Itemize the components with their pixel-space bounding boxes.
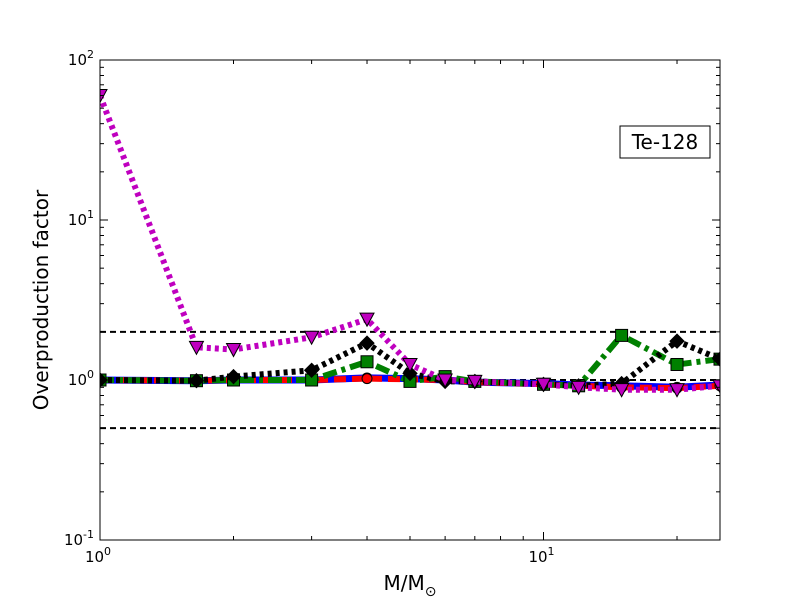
data-point <box>402 365 418 382</box>
y-tick-label-base: 10 <box>68 211 87 229</box>
y-tick-label-exponent: 2 <box>87 48 94 61</box>
x-axis-label-sub: ⊙ <box>425 584 437 600</box>
data-point <box>535 377 552 393</box>
y-tick-label-exponent: 1 <box>87 208 94 221</box>
data-point <box>225 343 242 358</box>
data-point <box>437 373 453 389</box>
annotation-text: Te-128 <box>631 130 699 154</box>
data-point <box>466 374 483 390</box>
data-point <box>570 380 587 396</box>
y-tick-label-base: 10 <box>68 371 87 389</box>
data-point <box>712 351 720 367</box>
data-point <box>669 383 685 398</box>
data-point <box>361 373 373 385</box>
x-axis-label-main: M/M <box>384 571 425 595</box>
data-point <box>613 383 630 398</box>
axis-ticks <box>99 59 720 541</box>
data-point <box>359 335 375 351</box>
y-axis-label: Overproduction factor <box>29 189 53 410</box>
data-point <box>669 333 685 349</box>
data-point <box>402 357 418 373</box>
y-tick-label: 102 <box>68 48 94 69</box>
data-point <box>615 328 629 342</box>
data-point <box>359 312 375 328</box>
data-point <box>712 379 720 394</box>
y-tick-label-exponent: -1 <box>83 528 94 541</box>
data-point <box>225 368 242 385</box>
data-point <box>303 362 320 378</box>
data-point <box>360 355 374 369</box>
x-tick-label-exponent: 1 <box>548 545 555 558</box>
data-point <box>670 357 684 371</box>
x-axis-label: M/M⊙ <box>384 571 437 600</box>
y-tick-label: 101 <box>68 208 94 229</box>
y-tick-label: 100 <box>68 368 94 389</box>
annotation-box: Te-128 <box>619 125 711 159</box>
x-tick-label-base: 10 <box>528 548 547 566</box>
data-point <box>188 372 205 389</box>
x-tick-label-base: 10 <box>85 548 104 566</box>
y-tick-label-base: 10 <box>64 531 83 549</box>
x-tick-label: 100 <box>85 545 111 566</box>
x-tick-label-exponent: 0 <box>104 545 111 558</box>
y-tick-label-exponent: 0 <box>87 368 94 381</box>
data-point <box>188 340 205 356</box>
y-tick-label: 10-1 <box>64 528 94 549</box>
y-tick-label-base: 10 <box>68 51 87 69</box>
x-tick-label: 101 <box>528 545 554 566</box>
data-point <box>303 330 320 346</box>
annotation-frame <box>619 125 711 159</box>
series-layer <box>100 88 720 398</box>
